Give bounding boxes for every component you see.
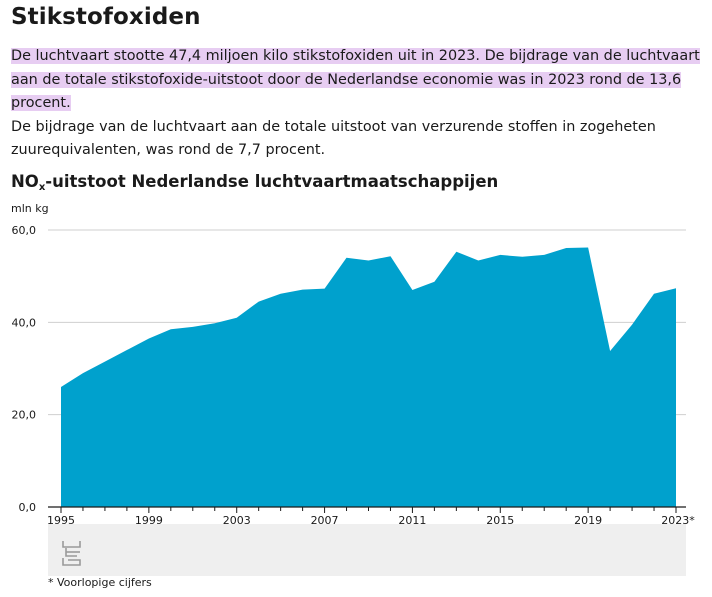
page-title: Stikstofoxiden bbox=[11, 4, 201, 30]
intro-text: De luchtvaart stootte 47,4 miljoen kilo … bbox=[11, 45, 703, 163]
chart-title-main: NO bbox=[11, 172, 39, 191]
x-tick-label: 1995 bbox=[47, 514, 75, 527]
y-tick-label: 0,0 bbox=[19, 501, 37, 514]
x-tick-label: 2007 bbox=[311, 514, 339, 527]
x-tick-label: 2015 bbox=[486, 514, 514, 527]
y-tick-label: 60,0 bbox=[12, 224, 37, 237]
x-tick-label: 2023* bbox=[661, 514, 695, 527]
y-axis-unit-label: mln kg bbox=[11, 202, 49, 215]
chart-footnote: * Voorlopige cijfers bbox=[48, 576, 152, 589]
nox-area-series bbox=[61, 247, 676, 507]
y-tick-label: 20,0 bbox=[12, 409, 37, 422]
cbs-logo-icon bbox=[62, 541, 81, 566]
chart-title-rest: -uitstoot Nederlandse luchtvaartmaatscha… bbox=[45, 172, 499, 191]
chart-title: NOx-uitstoot Nederlandse luchtvaartmaats… bbox=[11, 172, 498, 193]
x-tick-label: 2011 bbox=[398, 514, 426, 527]
y-tick-label: 40,0 bbox=[12, 316, 37, 329]
x-tick-label: 1999 bbox=[135, 514, 163, 527]
intro-plain-text: De bijdrage van de luchtvaart aan de tot… bbox=[11, 118, 656, 159]
x-tick-label: 2003 bbox=[223, 514, 251, 527]
x-tick-label: 2019 bbox=[574, 514, 602, 527]
logo-band bbox=[48, 524, 686, 576]
chart-title-subscript: x bbox=[38, 182, 46, 193]
